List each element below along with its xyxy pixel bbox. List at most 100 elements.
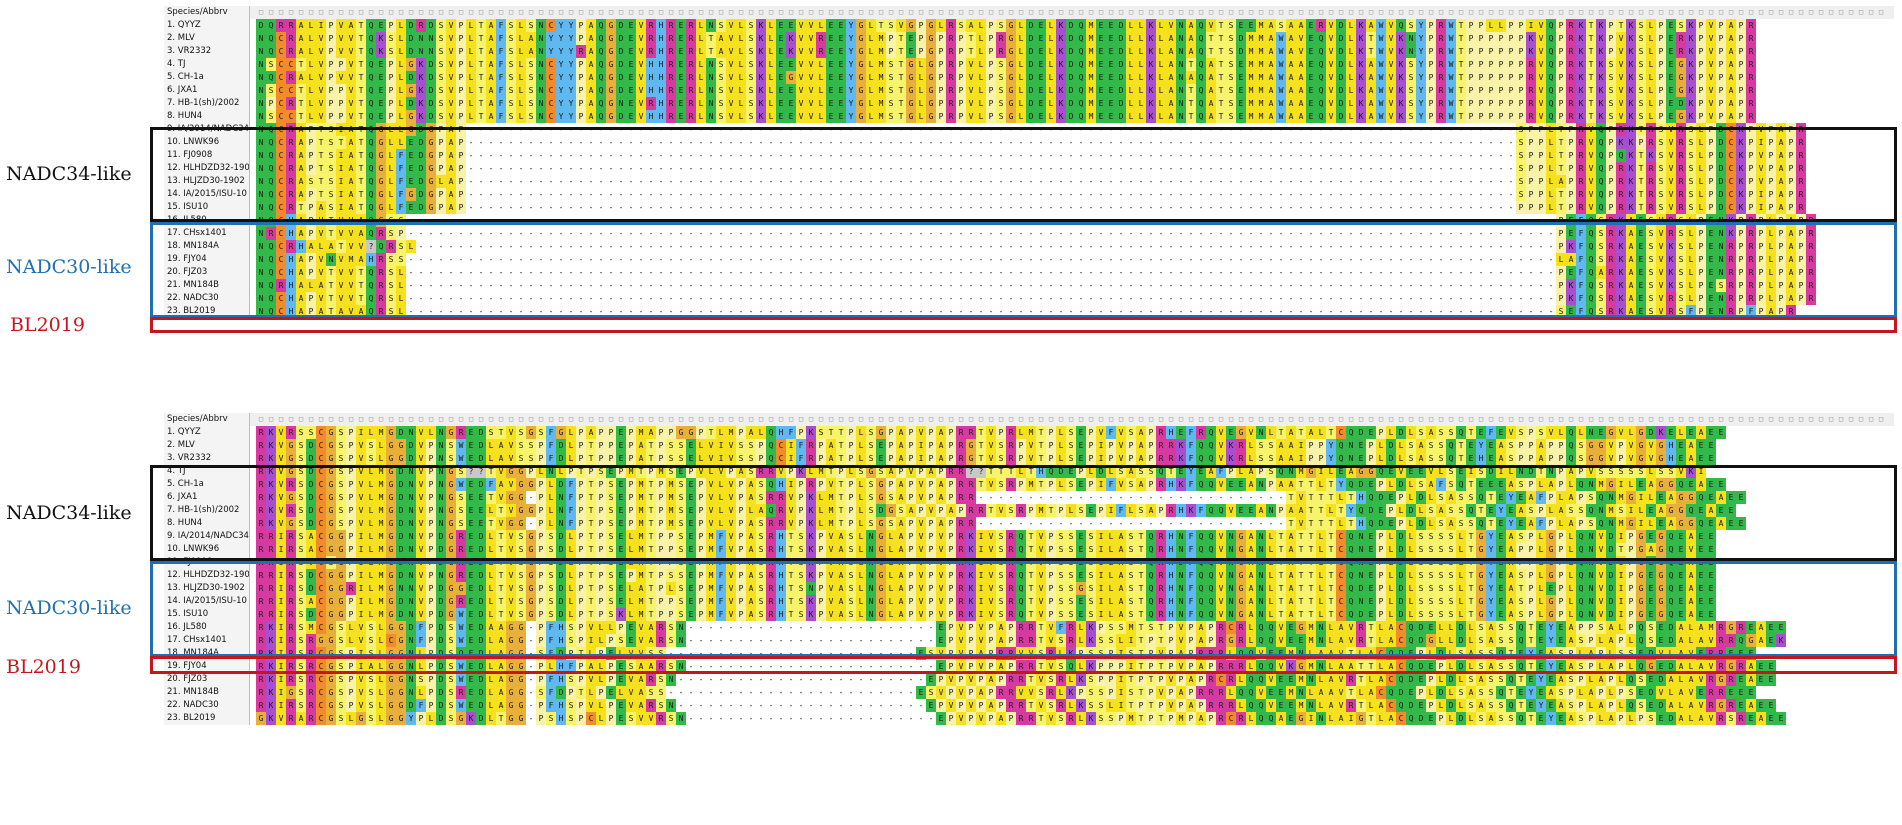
residue-cell: Q <box>1596 175 1606 188</box>
residue-cell: L <box>936 19 946 32</box>
gap-cell: - <box>446 305 456 318</box>
residue-cell: L <box>1536 478 1546 491</box>
gap-cell: - <box>666 136 676 149</box>
gap-cell: - <box>596 279 606 292</box>
residue-cell: I <box>1496 465 1506 478</box>
gap-cell: - <box>696 240 706 253</box>
gap-cell: - <box>536 162 546 175</box>
gap-cell: - <box>806 253 816 266</box>
residue-cell: L <box>1556 426 1566 439</box>
gap-cell: - <box>1136 292 1146 305</box>
residue-cell: T <box>316 175 326 188</box>
residue-cell: F <box>546 439 556 452</box>
residue-cell: E <box>1096 97 1106 110</box>
residue-cell: S <box>1636 97 1646 110</box>
residue-cell: G <box>516 465 526 478</box>
gap-cell: - <box>1286 227 1296 240</box>
residue-cell: K <box>756 97 766 110</box>
residue-cell: T <box>356 266 366 279</box>
gap-cell: - <box>966 279 976 292</box>
gap-cell: - <box>1336 253 1346 266</box>
residue-cell: P <box>656 504 666 517</box>
gap-cell: - <box>986 240 996 253</box>
gap-cell: - <box>1266 214 1276 227</box>
residue-cell: L <box>866 71 876 84</box>
gap-cell: - <box>896 292 906 305</box>
residue-cell: V <box>986 426 996 439</box>
residue-cell: P <box>1546 452 1556 465</box>
residue-cell: L <box>516 110 526 123</box>
residue-cell: G <box>376 149 386 162</box>
gap-cell: - <box>526 253 536 266</box>
residue-cell: R <box>1576 175 1586 188</box>
gap-cell: - <box>1036 279 1046 292</box>
residue-cell: Q <box>1586 253 1596 266</box>
residue-cell: N <box>406 491 416 504</box>
gap-cell: - <box>956 227 966 240</box>
residue-cell: V <box>1326 97 1336 110</box>
residue-cell: P <box>846 491 856 504</box>
residue-cell: R <box>1436 32 1446 45</box>
residue-cell: R <box>1606 227 1616 240</box>
residue-cell: P <box>346 439 356 452</box>
residue-cell: I <box>1096 478 1106 491</box>
residue-cell: A <box>486 19 496 32</box>
conservation-marker: □ <box>516 413 526 426</box>
gap-cell: - <box>1416 214 1426 227</box>
residue-cell: P <box>1256 465 1266 478</box>
residue-cell: V <box>1666 188 1676 201</box>
gap-cell: - <box>1286 305 1296 318</box>
gap-cell: - <box>906 266 916 279</box>
residue-cell: P <box>1516 84 1526 97</box>
residue-cell: G <box>926 97 936 110</box>
gap-cell: - <box>1306 214 1316 227</box>
residue-cell: V <box>336 214 346 227</box>
residue-cell: H <box>286 266 296 279</box>
gap-cell: - <box>916 292 926 305</box>
residue-cell: A <box>1286 452 1296 465</box>
residue-cell: K <box>1626 188 1636 201</box>
residue-cell: A <box>1496 452 1506 465</box>
conservation-marker: □ <box>1696 413 1706 426</box>
gap-cell: - <box>866 305 876 318</box>
residue-cell: I <box>1096 452 1106 465</box>
residue-cell: A <box>1666 491 1676 504</box>
residue-cell: C <box>286 58 296 71</box>
gap-cell: - <box>1286 266 1296 279</box>
residue-cell: P <box>456 201 466 214</box>
residue-cell: S <box>1256 452 1266 465</box>
gap-cell: - <box>816 123 826 136</box>
residue-cell: L <box>1346 110 1356 123</box>
residue-cell: V <box>346 240 356 253</box>
residue-cell: H <box>1176 504 1186 517</box>
residue-cell: Q <box>1596 162 1606 175</box>
conservation-marker: □ <box>546 413 556 426</box>
residue-cell: D <box>406 452 416 465</box>
gap-cell: - <box>1176 201 1186 214</box>
residue-cell: S <box>336 478 346 491</box>
residue-cell: R <box>286 71 296 84</box>
residue-cell: T <box>1216 97 1226 110</box>
residue-cell: V <box>446 45 456 58</box>
gap-cell: - <box>1296 136 1306 149</box>
residue-cell: S <box>1006 504 1016 517</box>
gap-cell: - <box>1046 240 1056 253</box>
residue-cell: T <box>1456 71 1466 84</box>
conservation-marker: □ <box>936 413 946 426</box>
gap-cell: - <box>946 292 956 305</box>
gap-cell: - <box>1496 279 1506 292</box>
conservation-marker: □ <box>356 6 366 19</box>
residue-cell: S <box>1406 71 1416 84</box>
gap-cell: - <box>796 149 806 162</box>
sequence-name: 7. HB-1(sh)/2002 <box>164 97 250 110</box>
residue-cell: E <box>406 201 416 214</box>
residue-cell: E <box>1706 292 1716 305</box>
residue-cell: P <box>1716 32 1726 45</box>
residue-cell: P <box>1476 19 1486 32</box>
residue-cell: V <box>1396 465 1406 478</box>
gap-cell: - <box>556 214 566 227</box>
residue-cell: P <box>436 123 446 136</box>
residue-cell: K <box>1736 123 1746 136</box>
residue-cell: R <box>996 32 1006 45</box>
residue-cell: L <box>1646 19 1656 32</box>
